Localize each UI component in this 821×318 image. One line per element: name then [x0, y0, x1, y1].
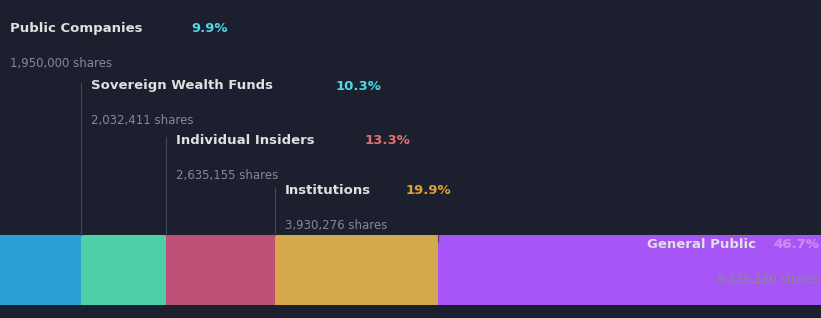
- Text: 19.9%: 19.9%: [406, 184, 452, 197]
- Text: 1,950,000 shares: 1,950,000 shares: [10, 57, 112, 70]
- Text: 46.7%: 46.7%: [773, 238, 819, 252]
- Text: 13.3%: 13.3%: [365, 134, 410, 147]
- Bar: [438, 235, 821, 305]
- Bar: [0, 235, 81, 305]
- Bar: [275, 235, 438, 305]
- Text: 2,635,155 shares: 2,635,155 shares: [176, 169, 277, 182]
- Text: 9,226,180 shares: 9,226,180 shares: [717, 273, 819, 287]
- Text: 10.3%: 10.3%: [336, 80, 382, 93]
- Text: 46.7%: 46.7%: [773, 238, 819, 252]
- Text: 3,930,276 shares: 3,930,276 shares: [285, 219, 387, 232]
- Text: Individual Insiders: Individual Insiders: [176, 134, 314, 147]
- Text: Public Companies: Public Companies: [10, 22, 142, 35]
- Text: General Public: General Public: [647, 238, 756, 252]
- Bar: [166, 235, 275, 305]
- Text: 9.9%: 9.9%: [191, 22, 227, 35]
- Text: Sovereign Wealth Funds: Sovereign Wealth Funds: [91, 80, 273, 93]
- Bar: [81, 235, 166, 305]
- Text: 2,032,411 shares: 2,032,411 shares: [91, 114, 194, 128]
- Text: Institutions: Institutions: [285, 184, 371, 197]
